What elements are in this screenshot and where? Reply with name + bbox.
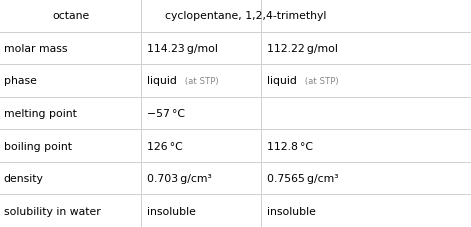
Text: (at STP): (at STP) (302, 76, 339, 86)
Text: boiling point: boiling point (4, 141, 72, 151)
Text: density: density (4, 173, 44, 183)
Text: liquid: liquid (267, 76, 297, 86)
Text: liquid: liquid (147, 76, 177, 86)
Text: 126 °C: 126 °C (147, 141, 183, 151)
Text: octane: octane (52, 11, 89, 21)
Text: phase: phase (4, 76, 37, 86)
Text: insoluble: insoluble (147, 206, 196, 216)
Text: melting point: melting point (4, 109, 77, 118)
Text: 114.23 g/mol: 114.23 g/mol (147, 44, 218, 54)
Text: 112.8 °C: 112.8 °C (267, 141, 313, 151)
Text: 0.703 g/cm³: 0.703 g/cm³ (147, 173, 211, 183)
Text: solubility in water: solubility in water (4, 206, 100, 216)
Text: cyclopentane, 1,2,4-trimethyl: cyclopentane, 1,2,4-trimethyl (165, 11, 327, 21)
Text: 112.22 g/mol: 112.22 g/mol (267, 44, 338, 54)
Text: (at STP): (at STP) (182, 76, 219, 86)
Text: 0.7565 g/cm³: 0.7565 g/cm³ (267, 173, 339, 183)
Text: insoluble: insoluble (267, 206, 316, 216)
Text: −57 °C: −57 °C (147, 109, 185, 118)
Text: molar mass: molar mass (4, 44, 67, 54)
